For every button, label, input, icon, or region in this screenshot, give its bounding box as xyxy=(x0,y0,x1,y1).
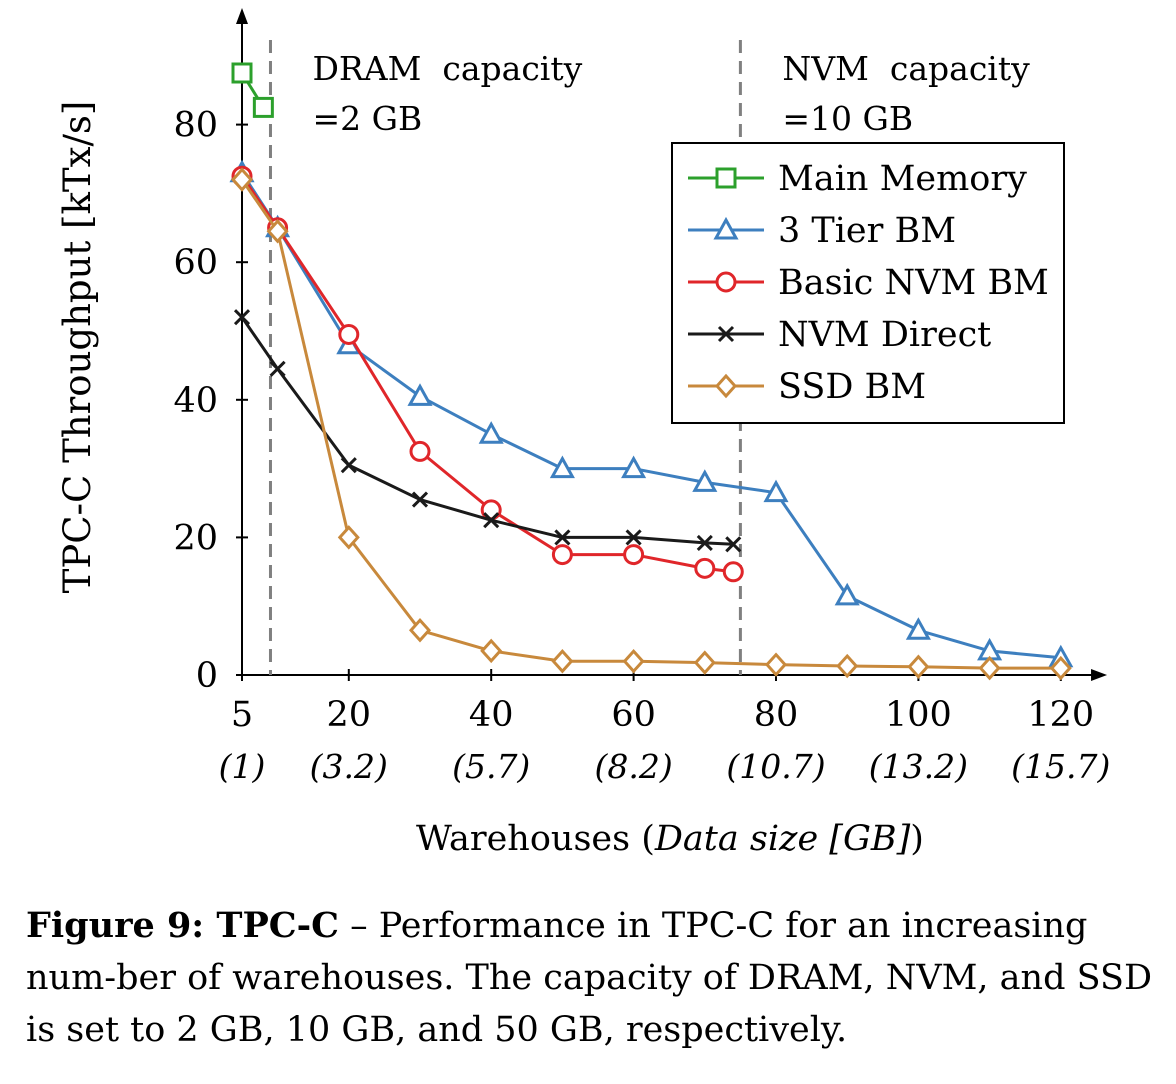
y-tick-label: 40 xyxy=(173,381,218,421)
point-ssd-bm xyxy=(1049,655,1072,681)
y-tick-label: 80 xyxy=(173,106,218,146)
point-basic-nvm-bm xyxy=(694,557,716,579)
x-tick-label: 40 xyxy=(469,695,514,735)
point-ssd-bm xyxy=(480,638,503,664)
legend-label-main-memory: Main Memory xyxy=(778,159,1027,199)
x-sub-label: (3.2) xyxy=(310,747,388,786)
series-ssd-bm xyxy=(230,167,1072,681)
point-ssd-bm xyxy=(764,652,788,677)
x-tick-label: 20 xyxy=(327,695,372,735)
point-nvm-direct xyxy=(411,491,429,508)
point-ssd-bm xyxy=(551,648,574,674)
caption-text: – Performance in TPC-C for an increasing… xyxy=(26,906,1153,1050)
y-axis-arrow xyxy=(236,8,248,24)
point-3-tier-bm xyxy=(692,469,718,492)
point-3-tier-bm xyxy=(407,383,433,406)
x-sub-label: (5.7) xyxy=(452,747,530,786)
point-nvm-direct xyxy=(233,309,251,326)
capacity-label: =2 GB xyxy=(312,99,422,138)
point-ssd-bm xyxy=(266,218,289,244)
legend-marker-nvm-direct xyxy=(717,325,735,343)
point-main-memory xyxy=(231,62,253,84)
tick-labels: 5 (1) 20 (3.2) 40 (5.7) 60 (8.2) 80 (10.7) 100 (13.… xyxy=(173,106,1110,786)
x-tick-label: 120 xyxy=(1027,695,1094,735)
point-basic-nvm-bm xyxy=(409,440,431,462)
x-axis-label-italic: Data size [GB] xyxy=(654,819,911,859)
point-nvm-direct xyxy=(696,534,713,551)
x-sub-label: (13.2) xyxy=(869,747,968,786)
legend-label-nvm-direct: NVM Direct xyxy=(778,315,991,355)
y-tick-label: 20 xyxy=(173,518,218,558)
point-ssd-bm xyxy=(230,167,254,192)
point-ssd-bm xyxy=(337,525,360,550)
legend-marker-3-tier-bm xyxy=(713,216,739,240)
x-tick-label: 60 xyxy=(611,695,656,735)
point-3-tier-bm xyxy=(549,455,575,479)
capacity-label: NVM capacity xyxy=(782,49,1030,88)
point-3-tier-bm xyxy=(621,455,647,479)
series-group xyxy=(229,62,1074,681)
legend-marker-main-memory xyxy=(715,167,737,189)
point-basic-nvm-bm xyxy=(480,499,502,521)
x-sub-label: (1) xyxy=(219,747,266,786)
axes xyxy=(236,8,1108,681)
series-main-memory xyxy=(231,62,274,118)
legend-marker-basic-nvm-bm xyxy=(715,271,737,293)
point-3-tier-bm xyxy=(905,617,931,640)
point-ssd-bm xyxy=(693,650,716,675)
point-ssd-bm xyxy=(978,655,1001,681)
point-3-tier-bm xyxy=(478,421,504,444)
legend-marker-ssd-bm xyxy=(714,373,738,399)
capacity-annotations: DRAM capacity =2 GB NVM capacity =10 GB xyxy=(312,49,1030,138)
capacity-label: DRAM capacity xyxy=(312,49,582,88)
x-tick-label: 100 xyxy=(885,695,952,735)
legend-label-basic-nvm-bm: Basic NVM BM xyxy=(778,263,1049,303)
point-basic-nvm-bm xyxy=(338,323,360,345)
x-sub-label: (15.7) xyxy=(1011,747,1110,786)
x-sub-label: (8.2) xyxy=(594,747,672,786)
legend-label-ssd-bm: SSD BM xyxy=(778,367,926,407)
x-axis-label: Warehouses (Data size [GB]) xyxy=(416,819,924,859)
y-axis-label: TPC-C Throughput [kTx/s] xyxy=(56,101,99,594)
capacity-label: =10 GB xyxy=(782,99,913,138)
point-nvm-direct xyxy=(483,512,500,529)
point-basic-nvm-bm xyxy=(551,544,573,566)
point-basic-nvm-bm xyxy=(623,544,645,566)
point-3-tier-bm xyxy=(763,479,789,503)
x-axis-label-close: ) xyxy=(910,819,924,859)
point-nvm-direct xyxy=(269,360,286,377)
point-nvm-direct xyxy=(340,457,357,474)
legend: Main Memory 3 Tier BM Basic NVM BM NVM Dire… xyxy=(671,142,1065,424)
point-main-memory xyxy=(252,96,274,118)
x-axis-arrow xyxy=(1091,669,1108,681)
tpcc-throughput-chart: DRAM capacity =2 GB NVM capacity =10 GB 5 (1… xyxy=(56,8,1110,859)
point-ssd-bm xyxy=(836,653,859,679)
series-nvm-direct xyxy=(233,309,742,553)
point-ssd-bm xyxy=(907,654,930,679)
y-tick-label: 60 xyxy=(173,243,218,283)
point-3-tier-bm xyxy=(834,582,860,606)
x-sub-label: (10.7) xyxy=(726,747,825,786)
x-axis-label-main: Warehouses ( xyxy=(416,819,655,859)
x-tick-label: 80 xyxy=(754,695,799,735)
figure-caption: Figure 9: TPC-C – Performance in TPC-C f… xyxy=(26,900,1156,1056)
legend-label-3-tier-bm: 3 Tier BM xyxy=(778,211,956,251)
point-basic-nvm-bm xyxy=(722,561,744,583)
x-tick-label: 5 xyxy=(231,695,253,735)
caption-label: Figure 9: TPC-C xyxy=(26,905,340,946)
point-nvm-direct xyxy=(625,529,642,546)
point-nvm-direct xyxy=(554,529,571,546)
y-tick-label: 0 xyxy=(196,656,218,696)
point-nvm-direct xyxy=(725,536,742,553)
point-ssd-bm xyxy=(622,648,645,674)
point-ssd-bm xyxy=(408,618,432,643)
